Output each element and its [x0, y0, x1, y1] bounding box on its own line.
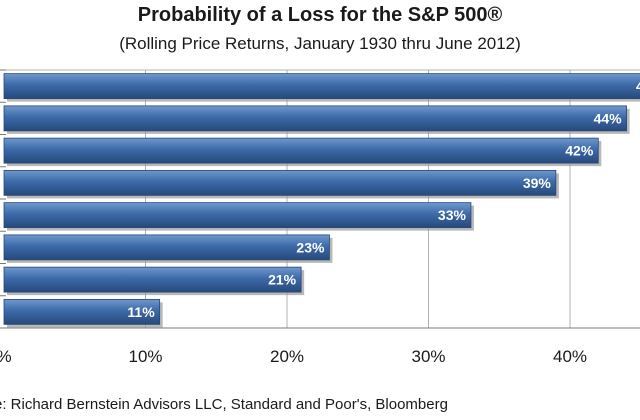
bar [3, 137, 599, 164]
bar-value-label: 21% [268, 272, 297, 288]
bar-value-label: 39% [523, 175, 552, 191]
bar [3, 234, 330, 261]
chart-subtitle: (Rolling Price Returns, January 1930 thr… [119, 34, 521, 53]
bar-value-label: 11% [127, 304, 155, 320]
x-tick-label: 20% [270, 347, 304, 366]
bar [3, 169, 557, 196]
bar [3, 202, 472, 229]
bar [3, 105, 627, 132]
bar-value-label: 23% [296, 239, 325, 255]
bar [3, 73, 640, 100]
bar-value-label: 33% [438, 207, 467, 223]
bar-value-label: 47% [636, 78, 640, 94]
x-tick-label: 40% [553, 347, 587, 366]
x-tick-label: 10% [128, 347, 162, 366]
x-tick-label: % [0, 347, 12, 366]
bar [3, 266, 302, 293]
bar-value-label: 44% [594, 110, 623, 126]
bar [3, 298, 161, 325]
chart-title: Probability of a Loss for the S&P 500® [137, 4, 503, 26]
chart-source: e: Richard Bernstein Advisors LLC, Stand… [0, 396, 448, 413]
x-tick-label: 30% [411, 347, 445, 366]
bar-value-label: 42% [565, 143, 594, 159]
